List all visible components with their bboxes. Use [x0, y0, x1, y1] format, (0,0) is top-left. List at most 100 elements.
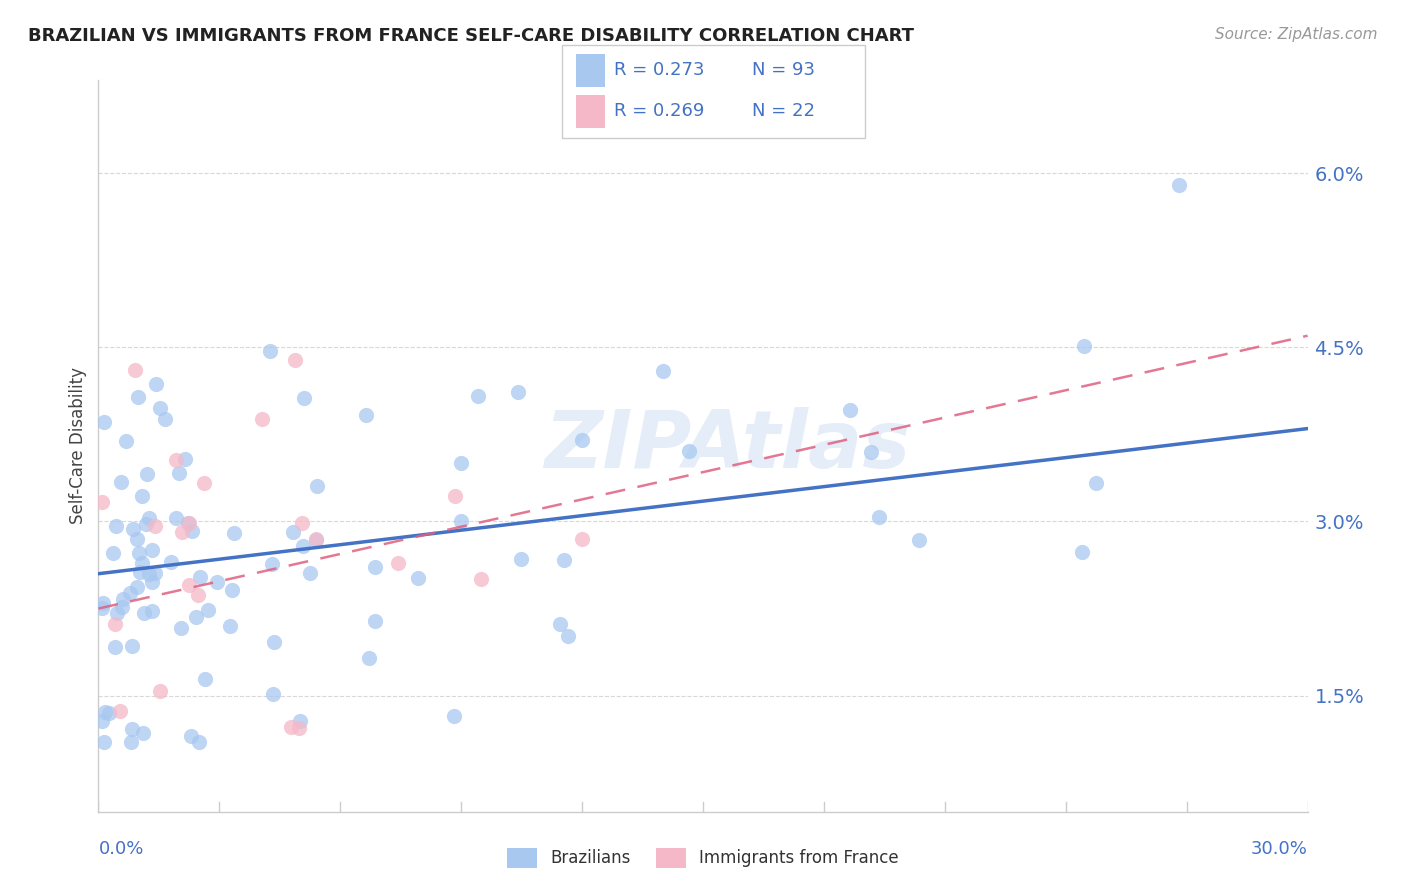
Point — [177, 578, 200, 592]
Point — [186, 610, 208, 624]
Point — [134, 606, 156, 620]
Point — [259, 343, 281, 358]
Point — [138, 511, 160, 525]
Point — [91, 600, 114, 615]
Point — [101, 546, 124, 560]
Point — [145, 377, 167, 392]
Point — [307, 479, 329, 493]
Point — [187, 588, 209, 602]
Point — [860, 445, 883, 459]
Point — [444, 489, 467, 503]
Point — [1167, 178, 1189, 192]
Point — [508, 385, 530, 400]
Point — [91, 495, 114, 509]
Point — [134, 517, 156, 532]
Point — [571, 433, 593, 447]
Point — [548, 616, 571, 631]
Point — [651, 363, 673, 377]
Point — [1070, 545, 1092, 559]
Point — [167, 466, 190, 480]
Point — [298, 566, 321, 580]
Point — [406, 571, 429, 585]
Point — [129, 565, 152, 579]
Point — [149, 684, 172, 698]
Point — [291, 516, 314, 530]
Legend: Brazilians, Immigrants from France: Brazilians, Immigrants from France — [501, 841, 905, 875]
Point — [127, 390, 149, 404]
Point — [553, 553, 575, 567]
Point — [131, 556, 153, 570]
Point — [121, 639, 143, 653]
Point — [678, 443, 700, 458]
Point — [121, 735, 143, 749]
Point — [138, 566, 160, 581]
Point — [194, 672, 217, 686]
Point — [450, 457, 472, 471]
Point — [510, 551, 533, 566]
Point — [108, 705, 131, 719]
Point — [104, 519, 127, 533]
Point — [118, 585, 141, 599]
Point — [136, 467, 159, 482]
Point — [190, 570, 212, 584]
Point — [112, 592, 135, 607]
Point — [132, 726, 155, 740]
Point — [110, 475, 132, 490]
Point — [193, 476, 215, 491]
Point — [281, 524, 304, 539]
Text: 30.0%: 30.0% — [1251, 840, 1308, 858]
Point — [141, 542, 163, 557]
Point — [104, 617, 127, 632]
Point — [354, 408, 377, 422]
Text: 0.0%: 0.0% — [98, 840, 143, 858]
Point — [93, 415, 115, 429]
Point — [262, 687, 284, 701]
Text: R = 0.269: R = 0.269 — [614, 103, 704, 120]
Point — [153, 411, 176, 425]
Point — [908, 533, 931, 547]
Point — [288, 721, 311, 735]
Point — [173, 451, 195, 466]
Point — [107, 607, 129, 621]
Text: BRAZILIAN VS IMMIGRANTS FROM FRANCE SELF-CARE DISABILITY CORRELATION CHART: BRAZILIAN VS IMMIGRANTS FROM FRANCE SELF… — [28, 27, 914, 45]
Point — [387, 556, 409, 570]
Point — [177, 516, 200, 530]
Point — [1084, 475, 1107, 490]
Point — [114, 434, 136, 448]
Point — [224, 526, 246, 541]
Text: N = 93: N = 93 — [752, 62, 815, 79]
Point — [292, 391, 315, 405]
Point — [263, 635, 285, 649]
Point — [127, 580, 149, 594]
Point — [205, 574, 228, 589]
Point — [188, 735, 211, 749]
Point — [111, 600, 134, 615]
Point — [305, 533, 328, 548]
Point — [359, 651, 381, 665]
Point — [141, 575, 163, 590]
Point — [868, 510, 890, 524]
Point — [292, 539, 315, 553]
Point — [467, 389, 489, 403]
Point — [94, 705, 117, 719]
Point — [470, 573, 492, 587]
Point — [288, 714, 311, 729]
Point — [165, 510, 187, 524]
Point — [262, 557, 284, 571]
Point — [124, 362, 146, 376]
Point — [149, 401, 172, 416]
Point — [143, 519, 166, 533]
Point — [170, 621, 193, 635]
Point — [284, 352, 307, 367]
Point — [305, 533, 328, 547]
Point — [141, 604, 163, 618]
Point — [450, 515, 472, 529]
Point — [571, 532, 593, 546]
Point — [97, 706, 120, 720]
Point — [1073, 338, 1095, 352]
Point — [197, 603, 219, 617]
Point — [364, 614, 387, 628]
Point — [91, 714, 114, 728]
Point — [180, 524, 202, 538]
Point — [179, 516, 201, 530]
